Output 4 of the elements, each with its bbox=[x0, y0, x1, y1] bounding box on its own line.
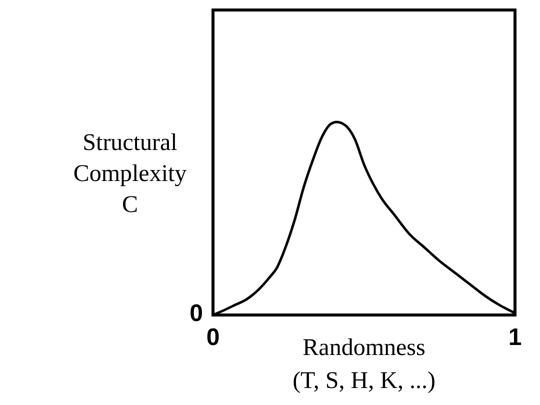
text: 0 bbox=[190, 300, 203, 327]
x-axis-title: Randomness (T, S, H, K, ...) bbox=[292, 335, 436, 394]
x-tick-label: 1 bbox=[508, 324, 522, 351]
y-axis-title: Structural Complexity C bbox=[73, 130, 187, 218]
